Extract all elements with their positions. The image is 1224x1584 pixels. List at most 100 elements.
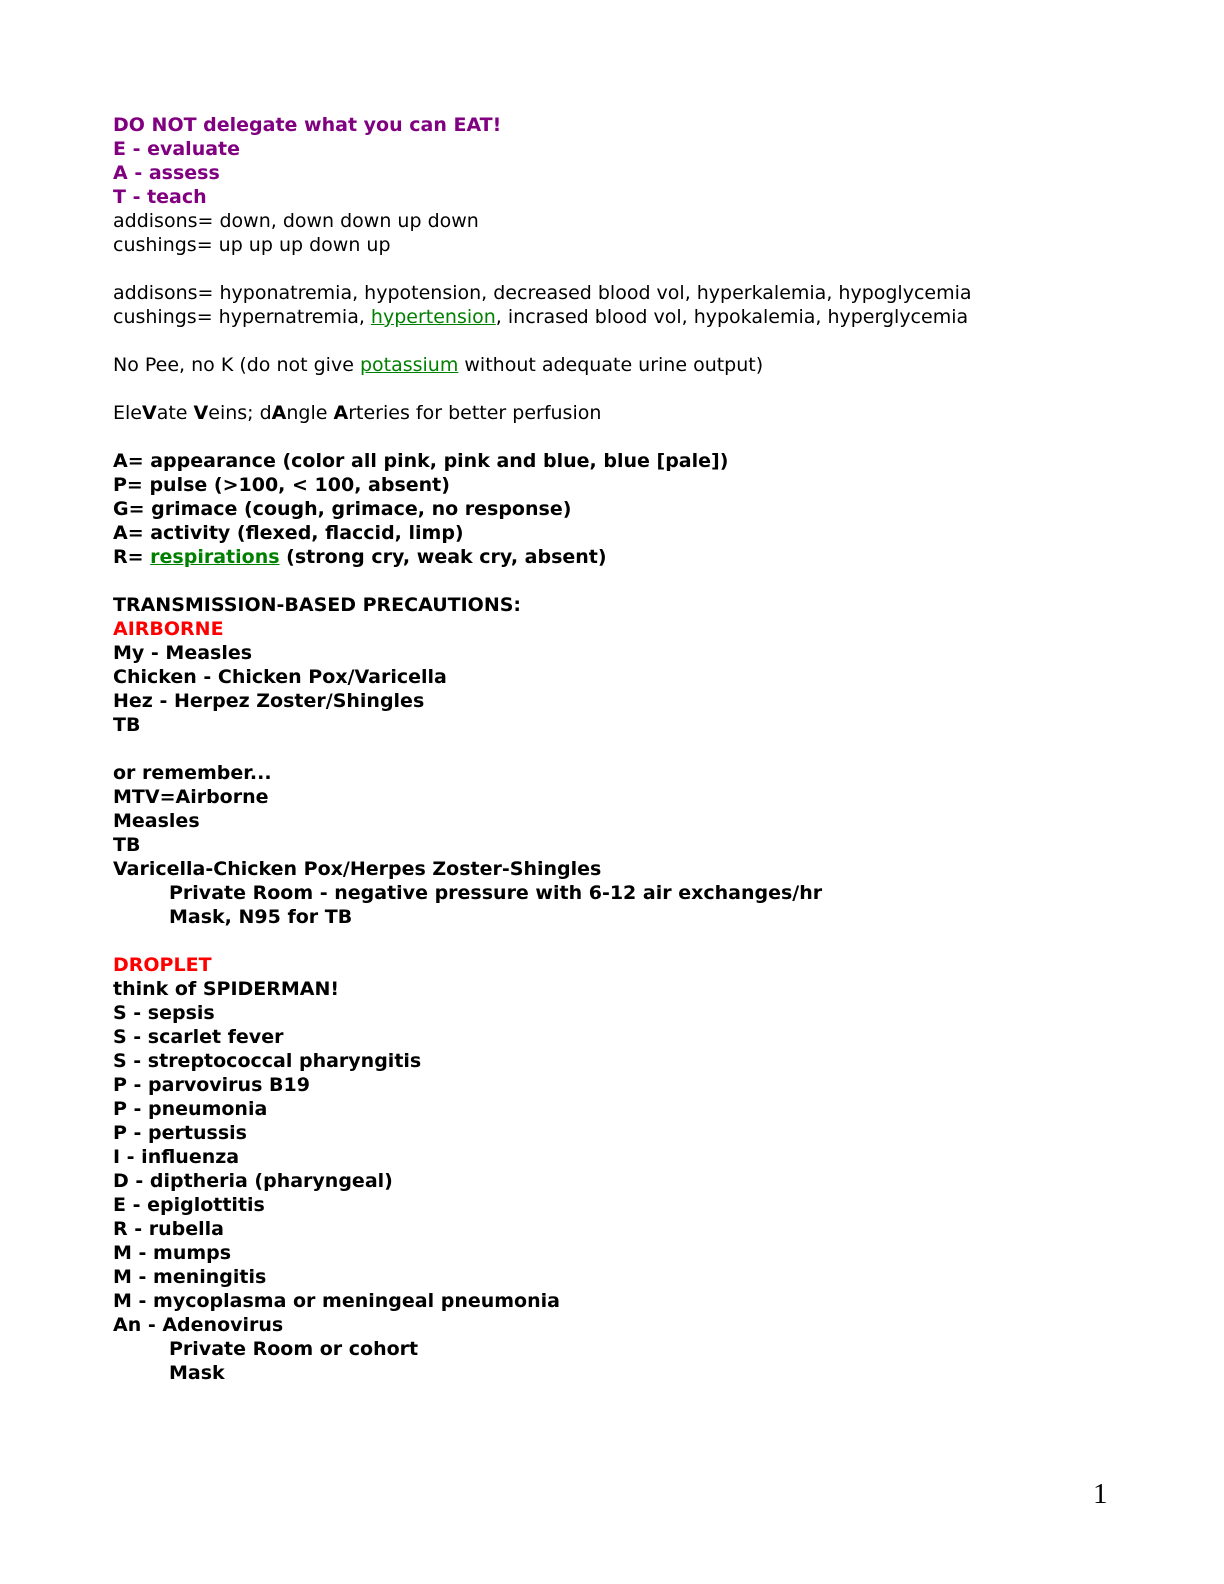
text-line: E - evaluate (113, 137, 1224, 161)
blank-line (113, 737, 1224, 761)
text-segment: Chicken - Chicken Pox/Varicella (113, 666, 447, 688)
text-segment: DO NOT delegate what you can EAT! (113, 114, 502, 136)
blank-line (113, 425, 1224, 449)
text-segment: G= grimace (cough, grimace, no response) (113, 498, 572, 520)
text-segment: A - assess (113, 162, 220, 184)
text-line: TB (113, 833, 1224, 857)
text-segment: P - pertussis (113, 1122, 247, 1144)
text-line: T - teach (113, 185, 1224, 209)
text-line: M - mycoplasma or meningeal pneumonia (113, 1289, 1224, 1313)
text-segment: , incrased blood vol, hypokalemia, hyper… (495, 306, 969, 328)
respirations-link[interactable]: respirations (150, 546, 280, 568)
text-line: cushings= hypernatremia, hypertension, i… (113, 305, 1224, 329)
text-segment: A (271, 402, 287, 424)
text-line: My - Measles (113, 641, 1224, 665)
text-line: TRANSMISSION-BASED PRECAUTIONS: (113, 593, 1224, 617)
text-segment: addisons= down, down down up down (113, 210, 479, 232)
text-segment: cushings= hypernatremia, (113, 306, 371, 328)
text-segment: An - Adenovirus (113, 1314, 284, 1336)
text-line: Mask, N95 for TB (113, 905, 1224, 929)
text-segment: V (141, 402, 157, 424)
text-segment: think of SPIDERMAN! (113, 978, 340, 1000)
text-line: A= appearance (color all pink, pink and … (113, 449, 1224, 473)
text-segment: E - evaluate (113, 138, 241, 160)
text-line: D - diptheria (pharyngeal) (113, 1169, 1224, 1193)
text-segment: ate (156, 402, 194, 424)
text-segment: I - influenza (113, 1146, 240, 1168)
blank-line (113, 329, 1224, 353)
text-line: addisons= hyponatremia, hypotension, dec… (113, 281, 1224, 305)
text-segment: rteries for better perfusion (348, 402, 602, 424)
text-segment: Measles (113, 810, 200, 832)
text-line: think of SPIDERMAN! (113, 977, 1224, 1001)
text-segment: Private Room - negative pressure with 6-… (169, 882, 823, 904)
text-line: M - meningitis (113, 1265, 1224, 1289)
text-segment: DROPLET (113, 954, 212, 976)
text-line: No Pee, no K (do not give potassium with… (113, 353, 1224, 377)
text-segment: Hez - Herpez Zoster/Shingles (113, 690, 425, 712)
text-line: TB (113, 713, 1224, 737)
text-segment: MTV=Airborne (113, 786, 269, 808)
text-segment: No Pee, no K (do not give (113, 354, 360, 376)
text-line: G= grimace (cough, grimace, no response) (113, 497, 1224, 521)
blank-line (113, 377, 1224, 401)
text-segment: T - teach (113, 186, 207, 208)
text-segment: Varicella-Chicken Pox/Herpes Zoster-Shin… (113, 858, 602, 880)
text-segment: M - meningitis (113, 1266, 267, 1288)
text-segment: M - mycoplasma or meningeal pneumonia (113, 1290, 560, 1312)
text-segment: Ele (113, 402, 142, 424)
text-line: DROPLET (113, 953, 1224, 977)
text-segment: A= activity (flexed, flaccid, limp) (113, 522, 464, 544)
text-line: P - parvovirus B19 (113, 1073, 1224, 1097)
text-line: Chicken - Chicken Pox/Varicella (113, 665, 1224, 689)
text-line: or remember... (113, 761, 1224, 785)
text-segment: (strong cry, weak cry, absent) (279, 546, 607, 568)
text-line: AIRBORNE (113, 617, 1224, 641)
text-segment: S - sepsis (113, 1002, 215, 1024)
text-line: E - epiglottitis (113, 1193, 1224, 1217)
text-segment: R - rubella (113, 1218, 224, 1240)
text-segment: TB (113, 834, 141, 856)
text-segment: P= pulse (>100, < 100, absent) (113, 474, 450, 496)
text-line: EleVate Veins; dAngle Arteries for bette… (113, 401, 1224, 425)
text-line: S - streptococcal pharyngitis (113, 1049, 1224, 1073)
blank-line (113, 569, 1224, 593)
text-line: MTV=Airborne (113, 785, 1224, 809)
text-segment: ngle (286, 402, 334, 424)
text-line: S - scarlet fever (113, 1025, 1224, 1049)
text-segment: E - epiglottitis (113, 1194, 265, 1216)
text-segment: addisons= hyponatremia, hypotension, dec… (113, 282, 972, 304)
text-line: S - sepsis (113, 1001, 1224, 1025)
text-segment: AIRBORNE (113, 618, 224, 640)
text-segment: R= (113, 546, 151, 568)
text-line: cushings= up up up down up (113, 233, 1224, 257)
text-segment: without adequate urine output) (458, 354, 764, 376)
text-line: R - rubella (113, 1217, 1224, 1241)
text-segment: A= appearance (color all pink, pink and … (113, 450, 729, 472)
text-segment: TRANSMISSION-BASED PRECAUTIONS: (113, 594, 522, 616)
text-line: Private Room - negative pressure with 6-… (113, 881, 1224, 905)
text-line: M - mumps (113, 1241, 1224, 1265)
text-segment: eins; d (208, 402, 272, 424)
text-line: Hez - Herpez Zoster/Shingles (113, 689, 1224, 713)
text-line: P - pertussis (113, 1121, 1224, 1145)
potassium-link[interactable]: potassium (359, 354, 459, 376)
text-segment: or remember... (113, 762, 272, 784)
text-segment: P - parvovirus B19 (113, 1074, 310, 1096)
text-line: A - assess (113, 161, 1224, 185)
text-line: R= respirations (strong cry, weak cry, a… (113, 545, 1224, 569)
text-segment: My - Measles (113, 642, 253, 664)
text-line: An - Adenovirus (113, 1313, 1224, 1337)
text-segment: V (193, 402, 209, 424)
hypertension-link[interactable]: hypertension (370, 306, 496, 328)
blank-line (113, 929, 1224, 953)
text-line: Private Room or cohort (113, 1337, 1224, 1361)
text-segment: Private Room or cohort (169, 1338, 419, 1360)
text-segment: M - mumps (113, 1242, 232, 1264)
document-body: DO NOT delegate what you can EAT! E - eva… (113, 113, 1224, 1385)
text-segment: cushings= up up up down up (113, 234, 391, 256)
text-line: I - influenza (113, 1145, 1224, 1169)
text-line: Varicella-Chicken Pox/Herpes Zoster-Shin… (113, 857, 1224, 881)
text-segment: A (333, 402, 349, 424)
